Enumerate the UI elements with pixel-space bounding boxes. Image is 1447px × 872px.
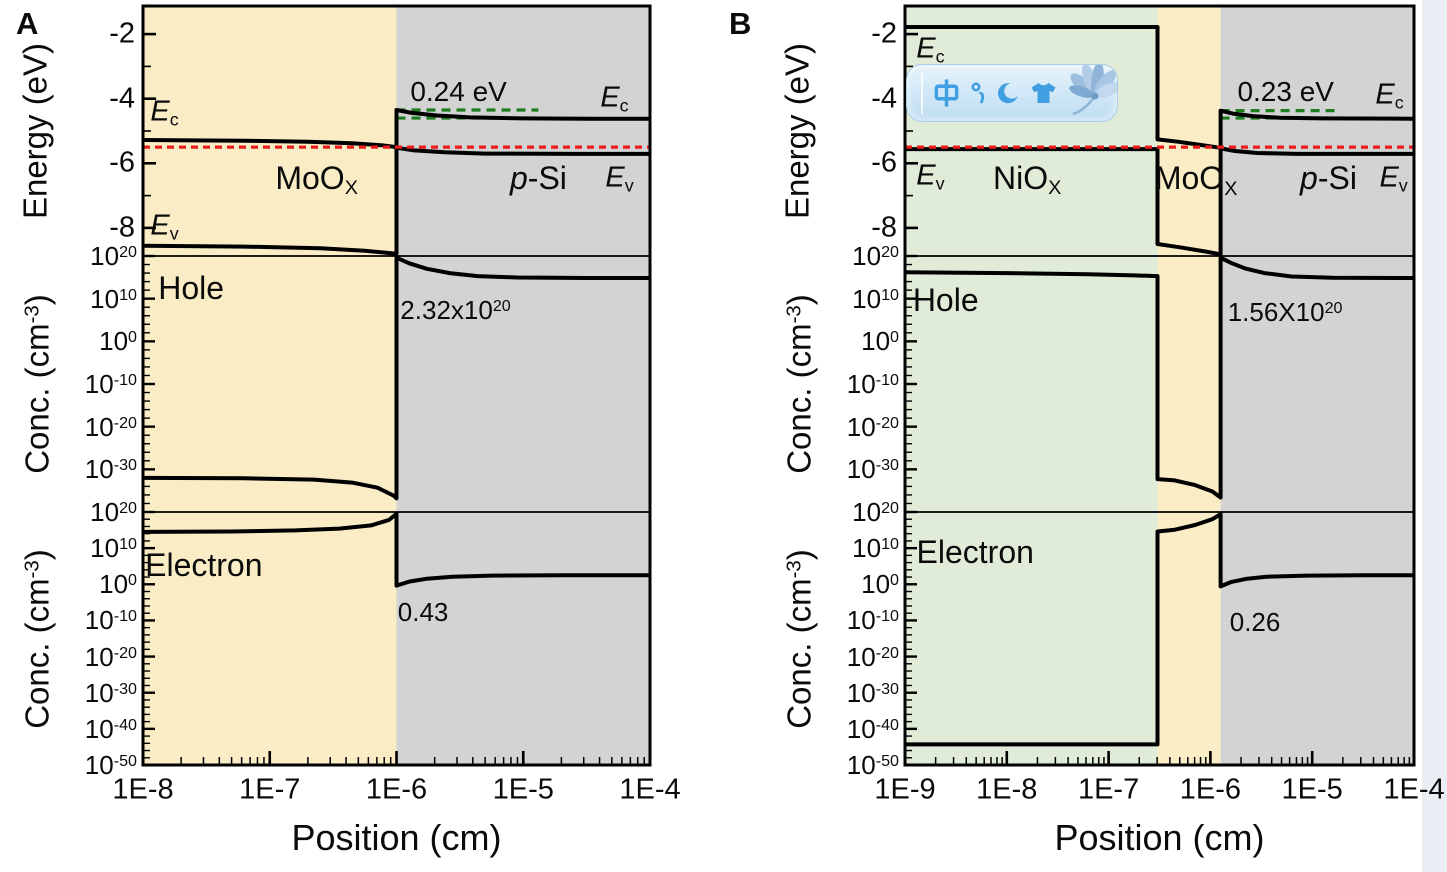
crescent-moon-icon <box>996 82 1019 105</box>
curve-conduction-band <box>905 25 1415 150</box>
curve-conduction-band <box>142 108 650 150</box>
curve-electron-concentration <box>142 511 650 588</box>
curve-electron-concentration <box>905 512 1414 747</box>
flower-icon <box>1055 65 1117 121</box>
curve-hole-concentration <box>142 255 650 501</box>
region-p-si <box>396 6 650 765</box>
region-p-si <box>1220 6 1414 765</box>
watermark-divider <box>921 72 923 114</box>
degree-comma-mark-icon <box>971 81 985 105</box>
curve-hole-concentration <box>904 255 1415 500</box>
zhong-character-icon <box>933 78 960 108</box>
plot-frame <box>903 4 1416 767</box>
region-niox <box>905 6 1158 765</box>
curve-valence-band <box>905 146 1414 257</box>
region-moox <box>1157 6 1221 765</box>
region-moox <box>143 6 397 765</box>
axis-ticks <box>141 32 652 767</box>
watermark-overlay <box>906 64 1118 122</box>
t-shirt-icon <box>1030 82 1057 104</box>
